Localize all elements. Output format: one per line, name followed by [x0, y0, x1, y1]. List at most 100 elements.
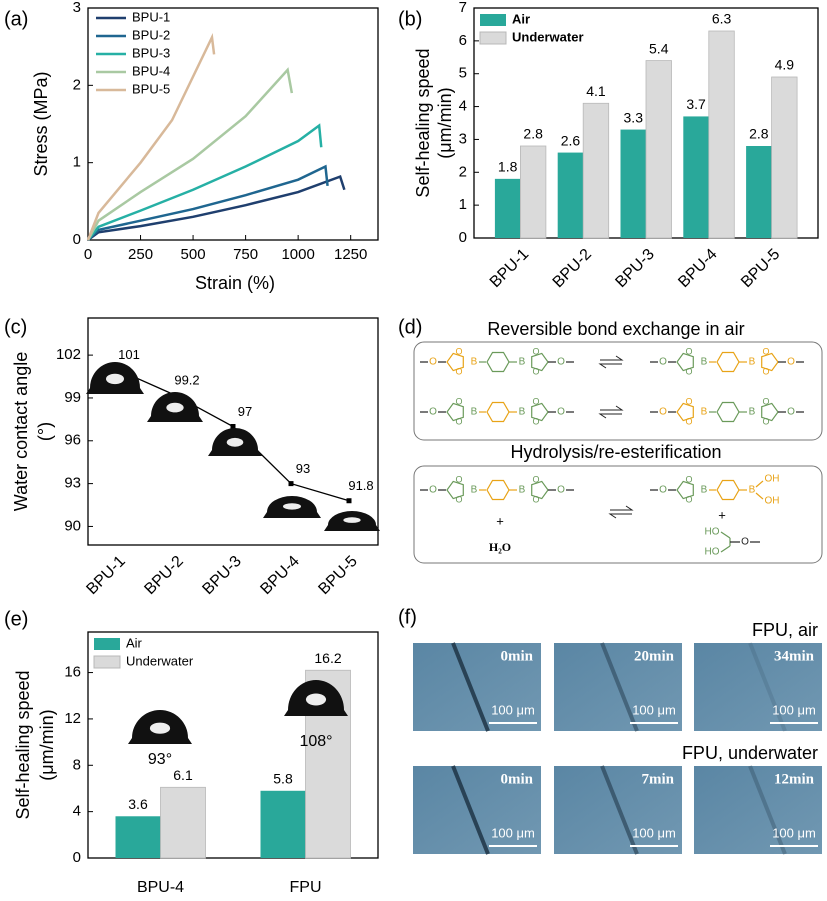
atom-label: B: [701, 485, 708, 496]
equilibrium-arrow: [600, 405, 624, 411]
legend-label: BPU-2: [132, 27, 170, 42]
y-axis-label: (°): [35, 422, 55, 441]
value-label: 91.8: [348, 478, 373, 493]
x-tick-label: BPU-3: [199, 553, 244, 598]
panel-label: (f): [398, 606, 417, 628]
benzene-ring: [486, 351, 510, 373]
x-tick-label: 250: [128, 246, 153, 263]
y-tick-label: 3: [459, 130, 467, 147]
x-tick-label: BPU-4: [137, 879, 184, 896]
equilibrium-arrow: [608, 513, 632, 519]
dioxaborolane-ring: [531, 402, 549, 422]
scale-bar-label: 100 μm: [491, 825, 535, 840]
benzene-ring: [486, 479, 510, 501]
legend-label: BPU-3: [132, 45, 170, 60]
x-tick-label: BPU-1: [83, 553, 128, 598]
x-tick-label: BPU-2: [550, 246, 595, 291]
y-axis-label: (μm/min): [37, 709, 57, 780]
value-label: 16.2: [314, 650, 341, 666]
atom-label: O: [557, 407, 565, 418]
atom-label: O: [685, 346, 692, 356]
benzene-ring: [716, 479, 740, 501]
atom-label: O: [532, 416, 539, 426]
crack: [748, 765, 787, 855]
benzene-ring: [486, 401, 510, 423]
crack: [451, 765, 490, 855]
y-tick-label: 16: [64, 664, 81, 681]
legend-label: Air: [512, 11, 530, 26]
bar: [160, 786, 206, 859]
droplet-highlight: [149, 722, 171, 734]
atom-label: O: [429, 357, 437, 368]
atom-label: O: [455, 494, 462, 504]
reaction-box: [413, 465, 823, 564]
x-tick-label: BPU-5: [738, 246, 783, 291]
value-label: 3.6: [128, 796, 148, 812]
marker: [288, 481, 294, 487]
legend-label: Underwater: [126, 653, 194, 668]
atom-label: B: [749, 485, 756, 496]
panel-label: (c): [4, 316, 27, 338]
bar: [494, 178, 521, 238]
bar: [260, 790, 306, 858]
atom-label: O: [429, 407, 437, 418]
plus-sign: +: [718, 507, 726, 522]
value-label: 5.8: [273, 770, 293, 786]
scale-bar-label: 100 μm: [772, 702, 816, 717]
bar: [771, 76, 798, 239]
x-tick-label: 750: [233, 246, 258, 263]
droplet-highlight: [343, 517, 361, 523]
atom-label: B: [749, 357, 756, 368]
y-tick-label: 93: [64, 475, 81, 492]
atom-label: O: [787, 357, 795, 368]
annotation: 93°: [148, 751, 172, 768]
value-label: 93: [296, 461, 310, 476]
crack: [600, 642, 639, 732]
atom-label: OH: [765, 496, 780, 507]
time-label: 7min: [641, 771, 674, 787]
diagram-title: Reversible bond exchange in air: [487, 319, 744, 339]
y-tick-label: 12: [64, 710, 81, 727]
x-tick-label: 1250: [334, 246, 367, 263]
bar: [620, 129, 646, 238]
row-label: FPU, air: [752, 620, 818, 640]
scale-bar-label: 100 μm: [632, 702, 676, 717]
bond: [755, 480, 764, 488]
y-tick-label: 90: [64, 517, 81, 534]
bond: [720, 531, 731, 539]
droplet-highlight: [226, 437, 244, 447]
legend-swatch: [479, 31, 507, 45]
atom-label: B: [471, 485, 478, 496]
y-tick-label: 1: [459, 196, 467, 213]
annotation: 108°: [299, 733, 332, 750]
atom-label: O: [532, 346, 539, 356]
y-axis-label: Self-healing speed: [413, 48, 433, 197]
x-tick-label: 500: [181, 246, 206, 263]
atom-label: O: [532, 396, 539, 406]
bond: [720, 545, 731, 553]
x-tick-label: BPU-5: [315, 553, 360, 598]
equilibrium-arrow: [610, 505, 634, 511]
dioxaborolane-ring: [761, 352, 779, 372]
dioxaborolane-ring: [531, 352, 549, 372]
curve: [86, 33, 216, 241]
plus-sign: +: [496, 513, 504, 528]
atom-label: O: [659, 485, 667, 496]
bar: [683, 116, 709, 238]
atom-label: O: [685, 416, 692, 426]
atom-label: O: [685, 366, 692, 376]
value-label: 99.2: [174, 373, 199, 388]
atom-label: O: [741, 537, 749, 548]
y-tick-label: 0: [459, 229, 467, 246]
y-tick-label: 8: [73, 756, 81, 773]
y-tick-label: 96: [64, 432, 81, 449]
atom-label: B: [701, 357, 708, 368]
row-label: FPU, underwater: [682, 743, 818, 763]
time-label: 0min: [500, 648, 533, 664]
atom-label: O: [532, 474, 539, 484]
atom-label: O: [762, 416, 769, 426]
y-tick-label: 99: [64, 389, 81, 406]
bar: [115, 816, 161, 858]
value-label: 1.8: [498, 159, 518, 175]
time-label: 0min: [500, 771, 533, 787]
